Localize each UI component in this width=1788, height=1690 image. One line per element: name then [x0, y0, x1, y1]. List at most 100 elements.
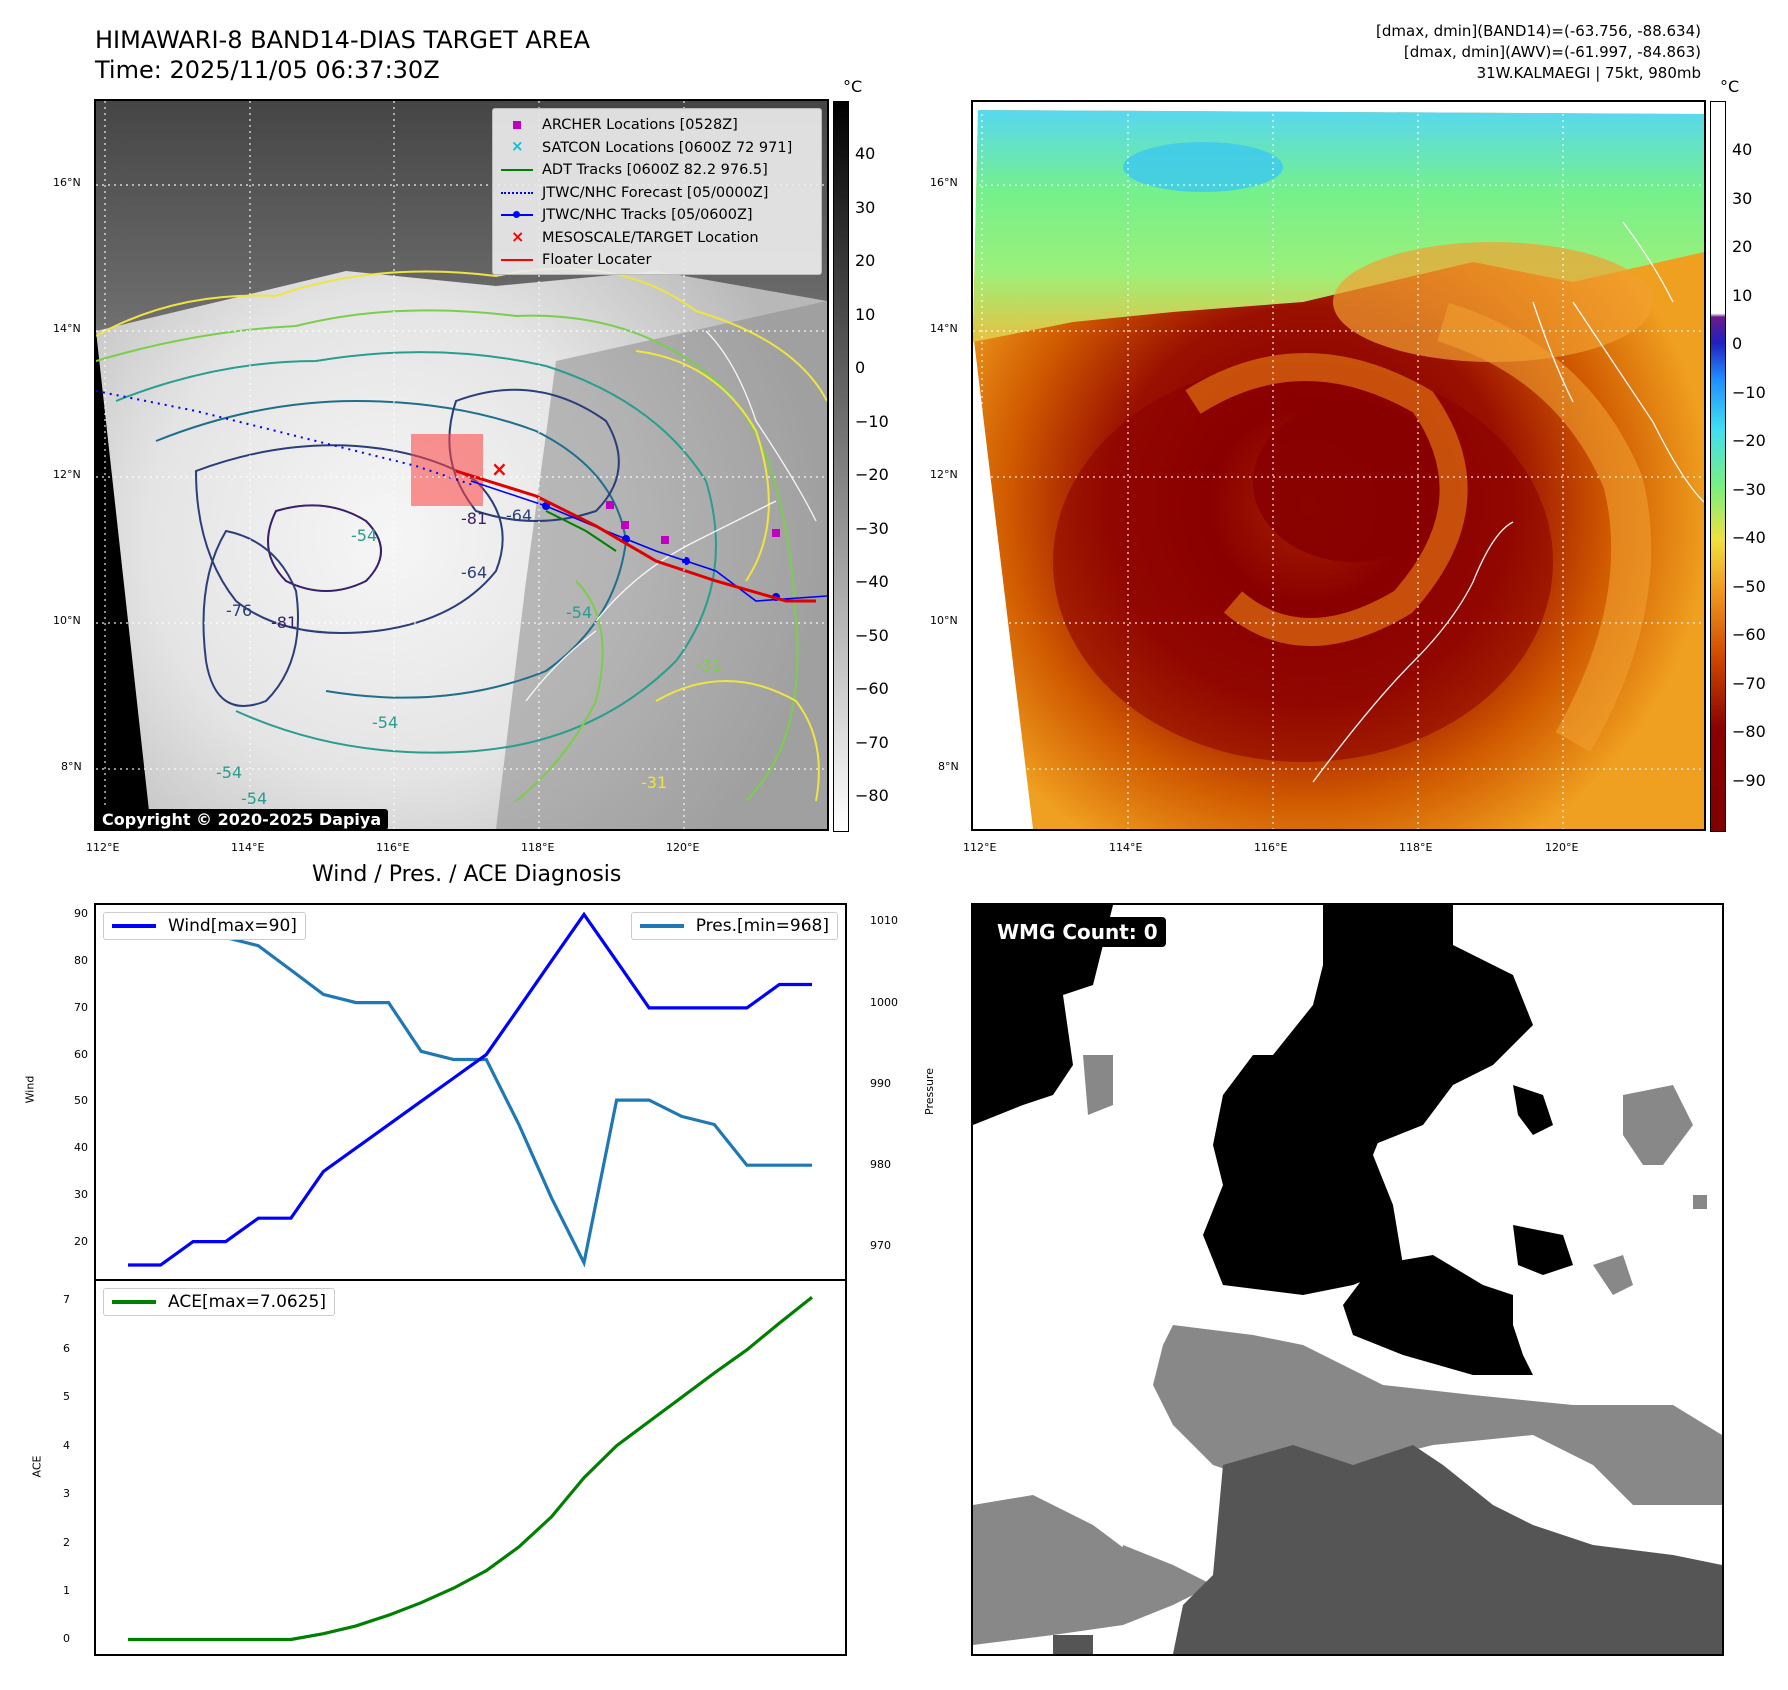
ace-plot: ACE[max=7.0625]	[94, 1279, 847, 1656]
contour-label: -54	[241, 789, 268, 808]
svg-text:×: ×	[491, 457, 508, 481]
y-tick-label: 70	[74, 1000, 88, 1014]
contour-label: -81	[461, 509, 488, 528]
legend-entry-adt: ADT Tracks [0600Z 82.2 976.5]	[501, 159, 813, 182]
y-tick-label: 0	[63, 1632, 70, 1646]
pressure-legend: Pres.[min=968]	[630, 912, 838, 940]
wind-series-line	[128, 911, 812, 1267]
ace-ylabel: ACE	[30, 1455, 44, 1478]
colorbar-tick: 40	[855, 144, 876, 163]
wind-legend: Wind[max=90]	[103, 912, 306, 940]
colorbar-tick: −80	[855, 786, 889, 805]
lat-tick: 8°N	[61, 760, 82, 773]
wind-ylabel: Wind	[23, 1075, 37, 1104]
lat-tick: 16°N	[53, 176, 81, 189]
info-storm: 31W.KALMAEGI | 75kt, 980mb	[1476, 64, 1701, 82]
y-tick-label: 5	[63, 1390, 70, 1404]
contour-label: -64	[461, 563, 488, 582]
awv-colorbar-unit: °C	[1720, 77, 1740, 96]
y-tick-label: 20	[74, 1234, 88, 1248]
lat-tick: 16°N	[930, 176, 958, 189]
y-tick-label: 1010	[870, 914, 898, 928]
lat-tick: 14°N	[930, 322, 958, 335]
y-tick-label: 4	[63, 1438, 70, 1452]
y-tick-label: 1	[63, 1584, 70, 1598]
pressure-legend-label: Pres.[min=968]	[695, 916, 829, 936]
colorbar-tick: 30	[855, 197, 876, 217]
colorbar-tick: 10	[855, 304, 876, 324]
figure-title-line1: HIMAWARI-8 BAND14-DIAS TARGET AREA	[95, 26, 591, 54]
y-tick-label: 970	[870, 1239, 891, 1253]
y-tick-label: 2	[63, 1535, 70, 1549]
lon-tick: 112°E	[86, 841, 120, 854]
wmg-panel: WMG Count: 0	[971, 903, 1724, 1656]
awv-map-panel	[971, 100, 1706, 831]
colorbar-tick: 40	[1732, 140, 1753, 159]
colorbar-tick: −10	[855, 411, 889, 431]
legend-entry-satcon: × SATCON Locations [0600Z 72 971]	[511, 136, 793, 156]
y-tick-label: 6	[63, 1341, 70, 1355]
pressure-legend-swatch	[639, 924, 684, 928]
legend-label: MESOSCALE/TARGET Location	[542, 229, 759, 246]
lon-tick: 120°E	[1545, 841, 1579, 854]
colorbar-tick: −90	[1732, 770, 1766, 790]
lat-tick: 14°N	[53, 322, 81, 335]
awv-satellite-image	[973, 102, 1704, 829]
ir-satellite-image: ×	[96, 101, 827, 829]
colorbar-tick: −60	[855, 679, 889, 698]
wind-legend-swatch	[112, 924, 156, 928]
pressure-ylabel: Pressure	[922, 1068, 936, 1115]
ir-legend: ARCHER Locations [0528Z] × SATCON Locati…	[492, 108, 822, 275]
lat-tick: 8°N	[938, 760, 959, 773]
lat-tick: 12°N	[930, 468, 958, 481]
y-tick-label: 60	[74, 1047, 88, 1061]
ace-series-line	[128, 1296, 813, 1642]
ir-colorbar-unit: °C	[843, 77, 863, 96]
ir-map-panel: × -54 -64 -76 -81 -31 -81 -54 -54 -54 -6…	[94, 99, 829, 831]
lon-tick: 114°E	[1109, 841, 1143, 854]
contour-label: -64	[506, 506, 533, 525]
legend-label: JTWC/NHC Tracks [05/0600Z]	[542, 207, 753, 224]
lon-tick: 116°E	[1254, 841, 1288, 854]
legend-entry-jtwc-tracks: JTWC/NHC Tracks [05/0600Z]	[501, 204, 813, 227]
colorbar-tick: −60	[1732, 625, 1766, 644]
colorbar-tick: 0	[855, 358, 866, 377]
contour-label: -31	[696, 656, 723, 675]
wind-pressure-canvas	[127, 911, 812, 1268]
wind-pressure-plot: Wind[max=90] Pres.[min=968]	[94, 903, 847, 1281]
y-tick-label: 980	[870, 1158, 891, 1172]
legend-entry-mesoscale: × MESOSCALE/TARGET Location	[511, 226, 759, 246]
colorbar-tick: −10	[1732, 382, 1766, 402]
ace-legend: ACE[max=7.0625]	[103, 1288, 335, 1316]
legend-label: JTWC/NHC Forecast [05/0000Z]	[542, 184, 769, 201]
colorbar-tick: −20	[855, 465, 889, 484]
y-tick-label: 7	[63, 1293, 70, 1307]
y-tick-label: 90	[74, 907, 88, 921]
diagnosis-title: Wind / Pres. / ACE Diagnosis	[312, 862, 622, 887]
lon-tick: 114°E	[231, 841, 265, 854]
y-tick-label: 40	[74, 1141, 88, 1155]
contour-label: -54	[372, 713, 399, 732]
wmg-image	[973, 905, 1722, 1654]
ace-canvas	[128, 1296, 813, 1642]
info-band14-range: [dmax, dmin](BAND14)=(-63.756, -88.634)	[1376, 22, 1701, 40]
pressure-series-line	[127, 919, 812, 1268]
legend-entry-archer: ARCHER Locations [0528Z]	[501, 114, 813, 137]
figure-title-line2: Time: 2025/11/05 06:37:30Z	[95, 56, 440, 84]
lat-tick: 12°N	[53, 468, 81, 481]
contour-label: -81	[271, 613, 298, 632]
lon-tick: 118°E	[521, 841, 555, 854]
colorbar-tick: −50	[855, 625, 889, 645]
lat-tick: 10°N	[53, 614, 81, 627]
y-tick-label: 3	[63, 1487, 70, 1501]
wind-legend-label: Wind[max=90]	[168, 916, 297, 936]
colorbar-tick: −80	[1732, 722, 1766, 741]
lon-tick: 120°E	[666, 841, 700, 854]
colorbar-tick: −30	[1732, 479, 1766, 499]
legend-label: ADT Tracks [0600Z 82.2 976.5]	[542, 162, 768, 179]
colorbar-tick: 20	[855, 251, 876, 270]
awv-colorbar	[1710, 101, 1726, 832]
y-tick-label: 1000	[870, 995, 898, 1009]
legend-entry-floater: Floater Locater	[501, 249, 813, 272]
colorbar-tick: −50	[1732, 576, 1766, 596]
